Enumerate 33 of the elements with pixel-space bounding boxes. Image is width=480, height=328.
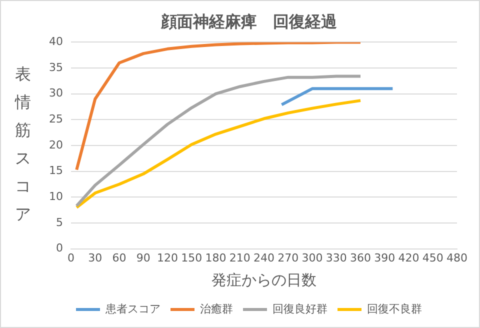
x-tick-label: 180: [205, 251, 226, 264]
y-tick-label: 35: [48, 60, 63, 74]
x-tick-label: 360: [350, 251, 371, 264]
legend-label: 治癒群: [200, 302, 233, 316]
x-tick-label: 450: [422, 251, 444, 264]
x-tick-label: 90: [136, 251, 150, 264]
y-tick-label: 10: [48, 190, 63, 204]
y-tick-label: 25: [48, 112, 63, 126]
x-axis-title: 発症からの日数: [212, 270, 316, 289]
legend-label: 患者スコア: [104, 302, 160, 316]
legend-label: 回復不良群: [367, 302, 422, 316]
x-tick-label: 300: [302, 251, 323, 264]
x-tick-label: 0: [67, 251, 74, 264]
x-tick-label: 120: [157, 251, 178, 264]
x-tick-label: 420: [398, 251, 420, 264]
x-tick-label: 240: [254, 251, 274, 264]
x-tick-label: 390: [374, 251, 396, 264]
x-tick-label: 330: [326, 251, 347, 264]
y-axis-title: 表情筋スコア: [14, 64, 31, 224]
y-tick-label: 15: [48, 164, 63, 178]
y-tick-label: 0: [56, 242, 63, 255]
y-tick-label: 30: [48, 86, 63, 100]
x-tick-label: 150: [181, 251, 202, 264]
y-tick-label: 5: [56, 216, 63, 229]
chart-title: 顔面神経麻痺 回復経過: [160, 12, 338, 31]
y-tick-label: 20: [48, 138, 63, 152]
x-tick-label: 480: [446, 251, 468, 264]
x-tick-label: 30: [88, 251, 102, 264]
y-tick-label: 40: [48, 35, 63, 48]
legend-label: 回復良好群: [272, 302, 328, 316]
x-tick-label: 210: [229, 251, 250, 264]
x-tick-label: 60: [112, 251, 126, 264]
x-tick-label: 270: [278, 251, 299, 264]
